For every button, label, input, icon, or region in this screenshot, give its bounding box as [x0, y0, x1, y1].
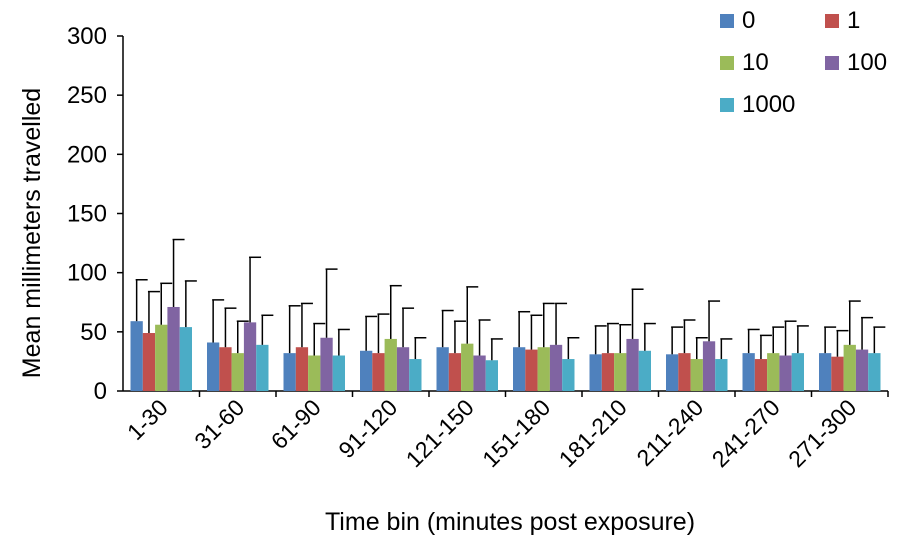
x-tick-label: 61-90: [266, 394, 326, 454]
bar: [754, 359, 768, 391]
x-tick-label: 1-30: [122, 394, 173, 445]
bar: [843, 344, 856, 391]
x-tick-label: 181-210: [554, 394, 632, 472]
bar: [308, 355, 321, 391]
bar: [167, 306, 180, 391]
bar: [690, 359, 703, 391]
bar: [562, 359, 575, 391]
bar: [283, 353, 296, 391]
bar: [256, 344, 269, 391]
bar: [473, 355, 486, 391]
bar: [537, 347, 550, 391]
x-axis: 1-30 31-60 61-90 91-120121-150151-180181-21…: [122, 390, 889, 472]
legend-label: 100: [847, 49, 887, 76]
bar: [179, 327, 192, 391]
legend-swatch: [825, 56, 839, 70]
x-tick-label: 31-60: [189, 394, 249, 454]
bar: [525, 349, 538, 391]
bar: [485, 360, 498, 391]
x-tick-label: 151-180: [477, 394, 555, 472]
bar: [384, 338, 397, 391]
bar: [231, 353, 244, 391]
y-tick-label: 250: [67, 82, 107, 109]
legend-swatch: [720, 14, 734, 28]
bar: [396, 347, 410, 391]
bar-series-group: [130, 306, 881, 391]
legend-label: 1000: [742, 91, 795, 118]
bar: [819, 353, 832, 391]
y-axis-title: Mean millimeters travelled: [18, 88, 46, 378]
y-tick-label: 0: [94, 378, 107, 405]
legend: 0 1 10 100 1000: [720, 7, 887, 118]
bar: [601, 353, 615, 391]
bar: [831, 356, 844, 391]
x-axis-title: Time bin (minutes post exposure): [325, 508, 695, 535]
error-bar-group: [135, 238, 886, 361]
y-axis: 0 50 100 150 200 250 300: [67, 23, 124, 405]
bar: [461, 343, 474, 391]
bar: [715, 359, 728, 391]
y-tick-label: 300: [67, 23, 107, 50]
x-tick-label: 91-120: [333, 394, 402, 463]
bar: [155, 324, 168, 391]
bar: [779, 355, 792, 391]
bar: [855, 349, 869, 391]
bar: [332, 355, 345, 391]
bar: [626, 338, 639, 391]
bar: [666, 354, 679, 391]
bar: [638, 350, 651, 391]
bar: [513, 347, 526, 391]
y-tick-label: 200: [67, 141, 107, 168]
bar: [295, 347, 309, 391]
y-tick-label: 100: [67, 260, 107, 287]
x-tick-label: 241-270: [707, 394, 785, 472]
bar: [207, 342, 220, 391]
bar: [142, 333, 156, 391]
x-tick-label: 271-300: [783, 394, 861, 472]
bar: [549, 344, 563, 391]
bar: [589, 354, 602, 391]
bar: [219, 347, 232, 391]
bar: [678, 353, 691, 391]
legend-swatch: [825, 14, 839, 28]
bar: [320, 337, 333, 391]
bar: [868, 353, 881, 391]
x-tick-label: 211-240: [631, 394, 708, 471]
y-tick-label: 50: [80, 319, 107, 346]
bar: [767, 353, 780, 391]
bar: [372, 353, 385, 391]
legend-swatch: [720, 98, 734, 112]
bar: [614, 353, 627, 391]
legend-label: 10: [742, 49, 769, 76]
bar: [448, 353, 462, 391]
bar: [436, 347, 449, 391]
bar: [360, 350, 373, 391]
bar: [702, 341, 716, 391]
bar: [243, 322, 257, 391]
bar: [791, 353, 804, 391]
bar: [409, 359, 422, 391]
legend-swatch: [720, 56, 734, 70]
legend-label: 1: [847, 7, 860, 34]
bar: [130, 321, 143, 391]
y-tick-label: 150: [67, 201, 107, 228]
bar: [742, 353, 755, 391]
legend-label: 0: [742, 7, 755, 34]
x-tick-label: 121-150: [401, 394, 479, 472]
